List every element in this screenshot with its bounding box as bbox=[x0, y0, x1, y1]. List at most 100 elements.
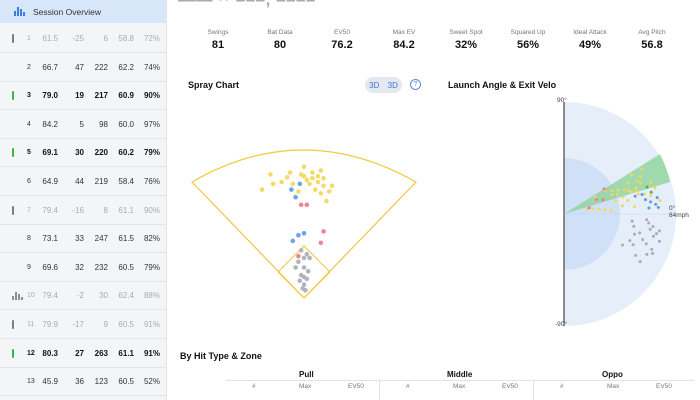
swing-launch-angle: -25 bbox=[72, 34, 84, 43]
swing-row[interactable]: 10 79.4 -2 30 62.4 88% bbox=[0, 281, 167, 310]
launch-point bbox=[649, 194, 653, 198]
row-divider bbox=[0, 223, 167, 225]
launch-point bbox=[638, 231, 642, 235]
swing-row[interactable]: 4 84.2 5 98 60.0 97% bbox=[0, 110, 167, 139]
swing-distance: 220 bbox=[94, 148, 108, 158]
launch-point bbox=[628, 239, 632, 243]
launch-point bbox=[657, 239, 661, 243]
swing-percent: 91% bbox=[143, 320, 160, 329]
spray-point bbox=[290, 238, 296, 244]
stat-bat-data: Bat Data 80 bbox=[248, 29, 312, 51]
row-divider bbox=[0, 395, 167, 397]
launch-point bbox=[641, 238, 645, 242]
spray-point bbox=[296, 189, 301, 194]
launch-point bbox=[645, 185, 649, 189]
spray-point bbox=[310, 170, 315, 175]
stat-value: 80 bbox=[273, 39, 287, 51]
launch-bottom-label: -90° bbox=[555, 321, 567, 328]
stat-ev50: EV50 76.2 bbox=[310, 29, 374, 51]
swing-row[interactable]: 2 66.7 47 222 62.2 74% bbox=[0, 53, 167, 82]
spray-chart-title: Spray Chart bbox=[188, 80, 240, 90]
toggle-option-1[interactable]: 3D bbox=[369, 80, 380, 90]
swing-launch-angle: -16 bbox=[72, 205, 84, 215]
spray-point bbox=[297, 278, 303, 284]
swing-ev: 84.2 bbox=[42, 119, 58, 129]
swing-number: 13 bbox=[27, 378, 35, 386]
spray-point bbox=[307, 255, 312, 261]
launch-point bbox=[616, 188, 620, 192]
hit-type-title: By Hit Type & Zone bbox=[180, 351, 262, 361]
toggle-option-2[interactable]: 3D bbox=[387, 80, 398, 90]
session-overview-button[interactable]: Session Overview bbox=[0, 0, 166, 23]
col-ev50: EV50 bbox=[348, 383, 364, 390]
spray-point bbox=[301, 255, 307, 261]
swing-distance: 6 bbox=[103, 34, 108, 43]
launch-point bbox=[614, 199, 618, 203]
swing-row[interactable]: 13 45.9 36 123 60.5 52% bbox=[0, 367, 167, 396]
swing-row[interactable]: 9 69.6 32 232 60.5 79% bbox=[0, 253, 167, 282]
swing-ev: 79.4 bbox=[42, 291, 58, 301]
zone-pull: Pull bbox=[299, 370, 314, 379]
launch-point bbox=[648, 227, 652, 231]
swing-launch-angle: -17 bbox=[72, 320, 84, 329]
spray-point bbox=[301, 231, 307, 236]
swing-row[interactable]: 6 64.9 44 219 58.4 76% bbox=[0, 167, 167, 196]
swing-row[interactable]: 5 69.1 30 220 60.2 79% bbox=[0, 138, 167, 167]
swing-distance: 123 bbox=[94, 377, 108, 387]
col-max: Max bbox=[299, 383, 312, 390]
spray-point bbox=[304, 202, 310, 208]
swing-number: 7 bbox=[27, 206, 31, 214]
swing-number: 12 bbox=[27, 349, 35, 357]
swing-pitch-speed: 58.8 bbox=[118, 34, 134, 43]
launch-point bbox=[634, 189, 638, 193]
zone-separator bbox=[379, 379, 380, 400]
col-count: # bbox=[406, 383, 410, 390]
launch-point bbox=[655, 196, 659, 200]
swing-distance: 263 bbox=[94, 348, 108, 358]
swing-row[interactable]: 8 73.1 33 247 61.5 82% bbox=[0, 224, 167, 253]
swing-pitch-speed: 62.2 bbox=[118, 62, 134, 72]
spray-point bbox=[324, 198, 329, 204]
bar-chart-icon bbox=[12, 292, 23, 301]
spray-point bbox=[290, 181, 296, 187]
swing-row[interactable]: 1 61.5 -25 6 58.8 72% bbox=[0, 24, 167, 53]
stat-label: Ideal Attack bbox=[573, 29, 607, 36]
spray-point bbox=[304, 177, 310, 183]
help-icon[interactable]: ? bbox=[410, 79, 421, 90]
swing-row[interactable]: 7 79.4 -16 8 61.1 90% bbox=[0, 196, 167, 225]
spray-point bbox=[301, 164, 307, 170]
stat-avg-pitch: Avg Pitch 56.8 bbox=[620, 29, 684, 51]
swing-marker-icon bbox=[12, 148, 14, 158]
swing-pitch-speed: 60.0 bbox=[118, 119, 134, 129]
stat-label: Max EV bbox=[392, 29, 416, 36]
swing-row[interactable]: 3 79.0 19 217 60.9 90% bbox=[0, 81, 167, 110]
launch-point bbox=[601, 198, 605, 202]
launch-point bbox=[626, 181, 630, 185]
spray-point bbox=[301, 174, 307, 179]
view-toggle[interactable]: 3D 3D bbox=[365, 77, 402, 93]
swing-marker-icon bbox=[12, 34, 14, 43]
launch-point bbox=[634, 186, 638, 190]
swing-launch-angle: 47 bbox=[75, 62, 84, 72]
launch-point bbox=[654, 202, 658, 206]
spray-point bbox=[268, 172, 273, 177]
launch-point bbox=[622, 188, 626, 192]
bar-chart-icon bbox=[14, 7, 25, 16]
launch-point bbox=[645, 252, 649, 256]
swing-row[interactable]: 11 79.9 -17 9 60.5 91% bbox=[0, 310, 167, 339]
spray-point bbox=[318, 240, 324, 246]
launch-top-label: 90° bbox=[557, 97, 567, 104]
swing-ev: 45.9 bbox=[42, 377, 58, 387]
spray-point bbox=[304, 251, 310, 257]
swing-ev: 73.1 bbox=[42, 234, 58, 244]
swing-row[interactable]: 12 80.3 27 263 61.1 91% bbox=[0, 339, 167, 368]
launch-point bbox=[610, 189, 614, 193]
launch-point bbox=[649, 190, 653, 194]
launch-point bbox=[630, 173, 634, 177]
swing-percent: 82% bbox=[143, 234, 160, 244]
spray-point bbox=[315, 179, 321, 185]
spray-point bbox=[321, 229, 326, 234]
launch-point bbox=[657, 229, 661, 233]
zone-oppo: Oppo bbox=[602, 370, 623, 379]
row-divider bbox=[0, 137, 167, 139]
